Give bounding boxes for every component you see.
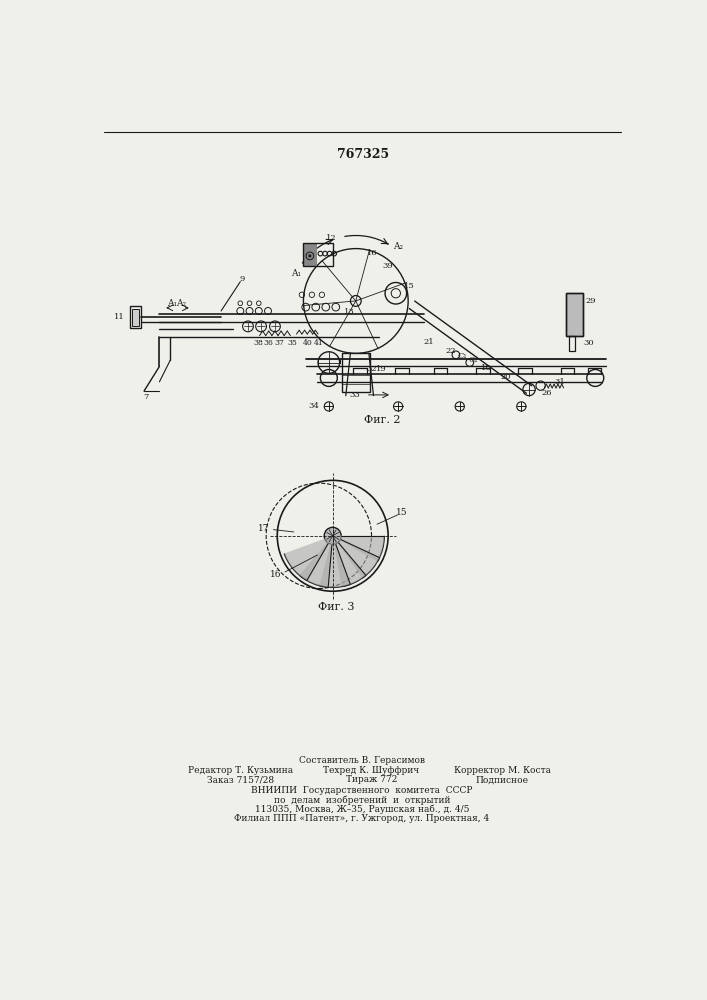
Circle shape — [325, 527, 341, 544]
Polygon shape — [333, 536, 366, 587]
Text: 21: 21 — [423, 338, 434, 346]
Bar — [342, 353, 370, 392]
Text: 19: 19 — [376, 365, 387, 373]
Polygon shape — [284, 536, 333, 580]
Text: 41: 41 — [314, 339, 324, 347]
Text: Тираж 772: Тираж 772 — [346, 775, 397, 784]
Text: 15: 15 — [396, 508, 408, 517]
Polygon shape — [333, 536, 385, 562]
Bar — [132, 309, 139, 326]
Bar — [130, 306, 141, 328]
Text: 29: 29 — [585, 297, 596, 305]
Text: 22: 22 — [445, 347, 456, 355]
Text: Заказ 7157/28: Заказ 7157/28 — [206, 775, 274, 784]
Text: A₁: A₁ — [291, 269, 301, 278]
Text: 30: 30 — [584, 339, 595, 347]
Text: Составитель В. Герасимов: Составитель В. Герасимов — [299, 756, 425, 765]
Text: 11: 11 — [114, 313, 125, 321]
Text: Филиал ППП «Патент», г. Ужгород, ул. Проектная, 4: Филиал ППП «Патент», г. Ужгород, ул. Про… — [234, 814, 489, 823]
Text: 38: 38 — [253, 339, 263, 347]
Polygon shape — [333, 536, 380, 578]
Text: 13: 13 — [344, 308, 355, 316]
Text: 9: 9 — [240, 275, 245, 283]
Text: по  делам  изобретений  и  открытий: по делам изобретений и открытий — [274, 795, 450, 805]
Bar — [303, 243, 317, 266]
Text: Техред К. Шуффрич: Техред К. Шуффрич — [323, 766, 419, 775]
Text: ВНИИПИ  Государственного  комитета  СССР: ВНИИПИ Государственного комитета СССР — [251, 786, 473, 795]
Text: Редактор Т. Кузьмина: Редактор Т. Кузьмина — [188, 766, 293, 775]
Text: 113035, Москва, Ж–35, Раушская наб., д. 4/5: 113035, Москва, Ж–35, Раушская наб., д. … — [255, 804, 469, 814]
Text: 20: 20 — [501, 373, 511, 381]
Text: 39: 39 — [382, 262, 394, 270]
Bar — [569, 336, 575, 351]
Text: 37: 37 — [274, 339, 284, 347]
Text: A₁: A₁ — [168, 299, 177, 308]
Text: C₂: C₂ — [468, 356, 478, 364]
Text: 31: 31 — [554, 378, 565, 386]
Text: 12: 12 — [326, 234, 337, 242]
Bar — [566, 293, 583, 336]
Text: 18: 18 — [481, 364, 492, 372]
Text: Корректор М. Коста: Корректор М. Коста — [454, 766, 551, 775]
Circle shape — [309, 255, 311, 257]
Polygon shape — [320, 536, 351, 587]
Bar — [303, 243, 333, 266]
Text: 767325: 767325 — [337, 148, 390, 161]
Text: 35: 35 — [287, 339, 297, 347]
Text: 40: 40 — [303, 339, 312, 347]
Text: A₂: A₂ — [393, 242, 403, 251]
Text: 36: 36 — [264, 339, 274, 347]
Text: 15: 15 — [404, 282, 415, 290]
Text: Фиг. 2: Фиг. 2 — [365, 415, 401, 425]
Text: Фиг. 3: Фиг. 3 — [318, 602, 355, 612]
Text: 17: 17 — [258, 524, 269, 533]
Text: 33: 33 — [349, 391, 360, 399]
Text: 32: 32 — [366, 365, 377, 373]
Text: 16: 16 — [368, 249, 378, 257]
Text: 26: 26 — [542, 389, 552, 397]
Text: C₁: C₁ — [457, 352, 467, 360]
Text: 34: 34 — [309, 402, 320, 410]
Polygon shape — [300, 536, 333, 587]
Text: Подписное: Подписное — [476, 775, 529, 784]
Bar — [566, 293, 583, 336]
Text: 16: 16 — [269, 570, 281, 579]
Text: A₂: A₂ — [176, 299, 186, 308]
Text: 7: 7 — [143, 393, 148, 401]
